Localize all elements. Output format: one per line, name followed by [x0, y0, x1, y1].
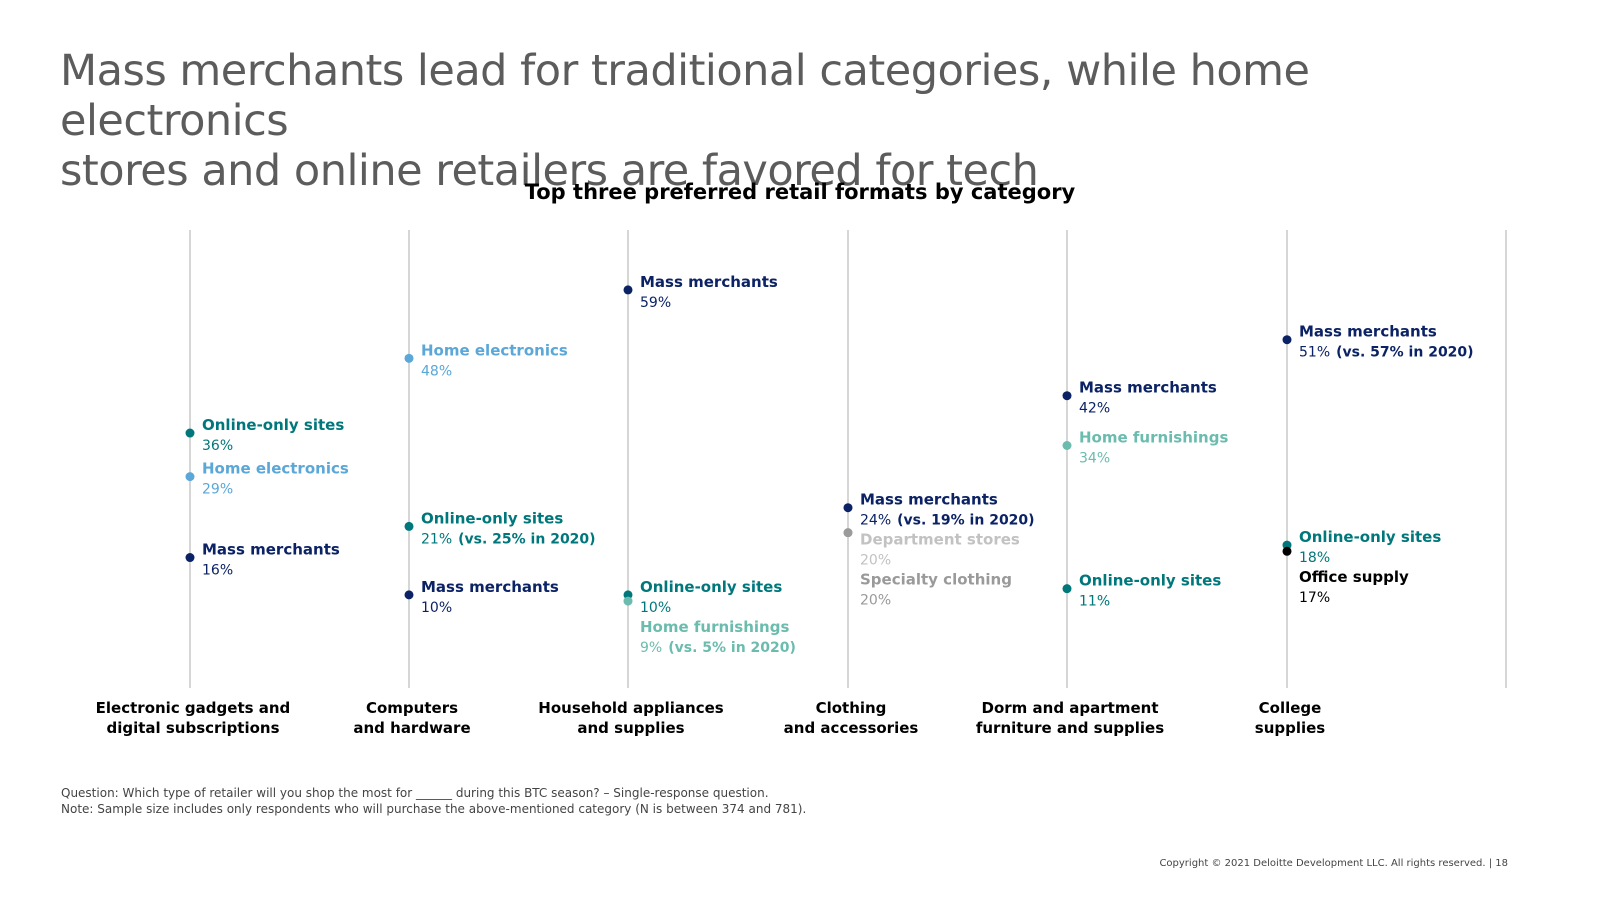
data-point-label: Home furnishings — [1079, 429, 1228, 447]
category-label: Computers — [366, 699, 458, 717]
data-point-value: 59% — [640, 295, 671, 311]
data-point-dot — [623, 590, 633, 600]
data-point-value: 24% (vs. 19% in 2020) — [860, 513, 1035, 529]
data-point-value: 36% — [202, 438, 233, 454]
data-point-dot — [1062, 441, 1072, 450]
category-label: College — [1259, 699, 1322, 717]
data-point-value: 10% — [640, 600, 671, 616]
data-point-label: Home furnishings — [640, 618, 789, 636]
data-point-label: Home electronics — [202, 460, 349, 478]
category-label: Clothing — [816, 699, 887, 717]
data-point-label: Mass merchants — [640, 273, 778, 291]
data-point-dot — [404, 590, 414, 600]
data-point-dot — [185, 472, 195, 482]
data-point-value: 17% — [1299, 590, 1330, 606]
category-label: Dorm and apartment — [982, 699, 1159, 717]
data-point-value: 20% — [860, 553, 891, 569]
data-point-label: Mass merchants — [421, 578, 559, 596]
data-point-value: 20% — [860, 593, 891, 609]
data-point-label: Mass merchants — [1079, 379, 1217, 397]
dot-plot-chart: Electronic gadgets and digital subscripti… — [96, 230, 1507, 737]
data-point-dot — [623, 285, 633, 295]
data-point-dot — [1282, 335, 1292, 345]
data-point-label: Home electronics — [421, 341, 568, 359]
data-point-value: 18% — [1299, 550, 1330, 566]
data-point-label: Online-only sites — [640, 578, 782, 596]
data-point-label: Mass merchants — [1299, 323, 1437, 341]
data-point-label: Department stores — [860, 531, 1020, 549]
category-label: and hardware — [353, 719, 470, 737]
data-point-dot — [185, 428, 195, 438]
category-label: digital subscriptions — [106, 719, 279, 737]
data-point-label: Online-only sites — [421, 509, 563, 527]
data-point-label: Office supply — [1299, 568, 1409, 586]
data-point-dot — [404, 353, 414, 363]
data-point-value: 51% (vs. 57% in 2020) — [1299, 345, 1474, 361]
data-point-value: 9% (vs. 5% in 2020) — [640, 640, 796, 656]
data-point-value: 16% — [202, 563, 233, 579]
data-point-value: 29% — [202, 482, 233, 498]
chart-title: Top three preferred retail formats by ca… — [524, 180, 1076, 204]
data-point-label: Online-only sites — [1079, 572, 1221, 590]
data-point-label: Mass merchants — [202, 541, 340, 559]
data-point-label: Mass merchants — [860, 491, 998, 509]
data-point-dot — [1062, 391, 1072, 401]
data-point-dot — [1062, 584, 1072, 594]
data-point-value: 42% — [1079, 401, 1110, 417]
category-label: Household appliances — [538, 699, 723, 717]
data-point-dot — [1282, 540, 1292, 550]
sample-note: Note: Sample size includes only responde… — [61, 802, 807, 816]
page-title-line-2: stores and online retailers are favored … — [60, 146, 1039, 196]
data-point-dot — [1282, 546, 1292, 556]
page-title-line-1: Mass merchants lead for traditional cate… — [60, 46, 1310, 146]
question-note: Question: Which type of retailer will yo… — [61, 786, 769, 800]
data-point-label: Online-only sites — [1299, 528, 1441, 546]
data-point-value: 21% (vs. 25% in 2020) — [421, 531, 596, 547]
data-point-dot — [404, 521, 414, 531]
category-label: and supplies — [577, 719, 684, 737]
category-label: Electronic gadgets and — [96, 699, 291, 717]
data-point-dot — [185, 553, 195, 563]
category-label: supplies — [1255, 719, 1326, 737]
category-label: and accessories — [784, 719, 919, 737]
data-point-value: 11% — [1079, 594, 1110, 610]
data-point-value: 34% — [1079, 451, 1110, 467]
category-label: furniture and supplies — [976, 719, 1164, 737]
page-title: Mass merchants lead for traditional cate… — [60, 46, 1540, 196]
data-point-dot — [843, 528, 853, 538]
data-point-value: 10% — [421, 600, 452, 616]
data-point-label: Online-only sites — [202, 416, 344, 434]
copyright: Copyright © 2021 Deloitte Development LL… — [1159, 858, 1508, 869]
data-point-dot — [843, 503, 853, 513]
data-point-dot — [623, 596, 633, 606]
data-point-value: 48% — [421, 363, 452, 379]
data-point-label: Specialty clothing — [860, 571, 1012, 589]
